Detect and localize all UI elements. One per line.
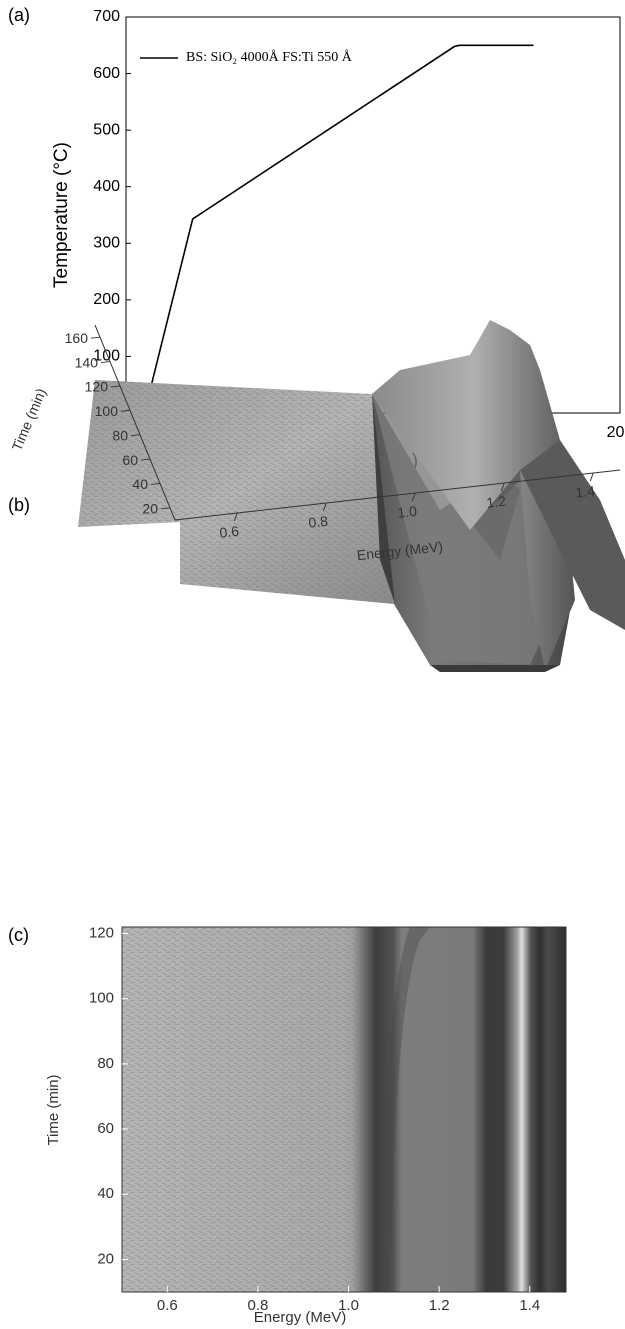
y-tick bbox=[160, 507, 171, 510]
y-tick-label: 100 bbox=[89, 990, 114, 1007]
y-axis-label: Time (min) bbox=[45, 1074, 62, 1145]
y-tick-label: 60 bbox=[97, 1120, 114, 1137]
y-tick-label: 100 bbox=[95, 403, 119, 419]
surface-dip-face bbox=[372, 394, 560, 665]
x-tick bbox=[589, 472, 594, 482]
x-tick bbox=[411, 492, 416, 502]
y-tick-label: 400 bbox=[93, 178, 120, 195]
x-axis-label: Energy (MeV) bbox=[254, 1309, 347, 1326]
x-tick-label: 1.0 bbox=[397, 503, 418, 521]
y-tick-label: 140 bbox=[75, 354, 99, 370]
surface-edge bbox=[372, 394, 395, 604]
y-tick-label: 80 bbox=[97, 1055, 114, 1072]
x-tick-label: 1.2 bbox=[429, 1297, 450, 1314]
panel-c: 0.6 0.8 1.0 1.2 1.4 20 40 60 80 100 120 Energy (MeV… bbox=[8, 924, 567, 1326]
x-tick-label: 0.8 bbox=[247, 1297, 268, 1314]
x-tick bbox=[322, 502, 327, 512]
y-tick-label: 40 bbox=[132, 476, 148, 492]
x-tick bbox=[233, 512, 238, 522]
y-tick-label: 20 bbox=[97, 1250, 114, 1267]
x-tick-label: 0.8 bbox=[308, 513, 329, 531]
y-axis-label: Temperature (°C) bbox=[51, 142, 72, 288]
panel-label: (b) bbox=[8, 495, 30, 515]
panel-label: (c) bbox=[8, 925, 29, 945]
legend-label: BS: SiO₂ 4000Å FS:Ti 550 Å bbox=[186, 49, 353, 65]
surface-tail bbox=[520, 440, 625, 630]
y-tick-label: 300 bbox=[93, 235, 120, 252]
y-tick-label: 40 bbox=[97, 1185, 114, 1202]
y-tick-label: 100 bbox=[93, 348, 120, 365]
surface-texture bbox=[78, 380, 394, 604]
y-tick-label: 120 bbox=[89, 924, 114, 941]
x-tick-label: 1.2 bbox=[486, 493, 507, 511]
y-tick-label: 120 bbox=[85, 379, 109, 395]
panel-label: (a) bbox=[8, 5, 30, 25]
y-tick bbox=[140, 458, 151, 461]
y-tick-label: 20 bbox=[142, 501, 158, 517]
y-axis bbox=[94, 324, 176, 521]
x-tick bbox=[500, 482, 505, 492]
y-tick-label: 60 bbox=[122, 452, 138, 468]
x-tick-label: 1.0 bbox=[338, 1297, 359, 1314]
surface-bottom bbox=[430, 665, 560, 672]
y-tick bbox=[90, 336, 101, 339]
y-tick bbox=[100, 361, 111, 364]
y-tick-label: 700 bbox=[93, 8, 120, 25]
x-tick-label: 0.6 bbox=[157, 1297, 178, 1314]
panel-b: 0.60.81.01.21.420406080100120140160Energ… bbox=[8, 320, 625, 672]
heatmap-shade bbox=[380, 927, 430, 1292]
y-tick-label: 160 bbox=[65, 330, 89, 346]
y-tick bbox=[130, 434, 141, 437]
y-tick-label: 80 bbox=[112, 427, 128, 443]
y-tick-label: 500 bbox=[93, 121, 120, 138]
x-tick-label: 1.4 bbox=[519, 1297, 540, 1314]
heatmap-texture bbox=[122, 927, 362, 1292]
x-tick-label: 1.4 bbox=[575, 483, 596, 501]
data-line bbox=[126, 44, 534, 397]
y-axis-label: Time (min) bbox=[8, 386, 49, 453]
x-tick-label: 200 bbox=[607, 424, 625, 441]
x-axis bbox=[174, 469, 621, 521]
x-tick-label: 0.6 bbox=[219, 523, 240, 541]
y-tick bbox=[110, 385, 121, 388]
y-tick-label: 200 bbox=[93, 291, 120, 308]
y-tick-label: 600 bbox=[93, 65, 120, 82]
y-tick bbox=[150, 482, 161, 485]
surface-peak bbox=[372, 320, 575, 670]
y-tick bbox=[120, 409, 131, 412]
plot-frame bbox=[121, 926, 567, 1293]
